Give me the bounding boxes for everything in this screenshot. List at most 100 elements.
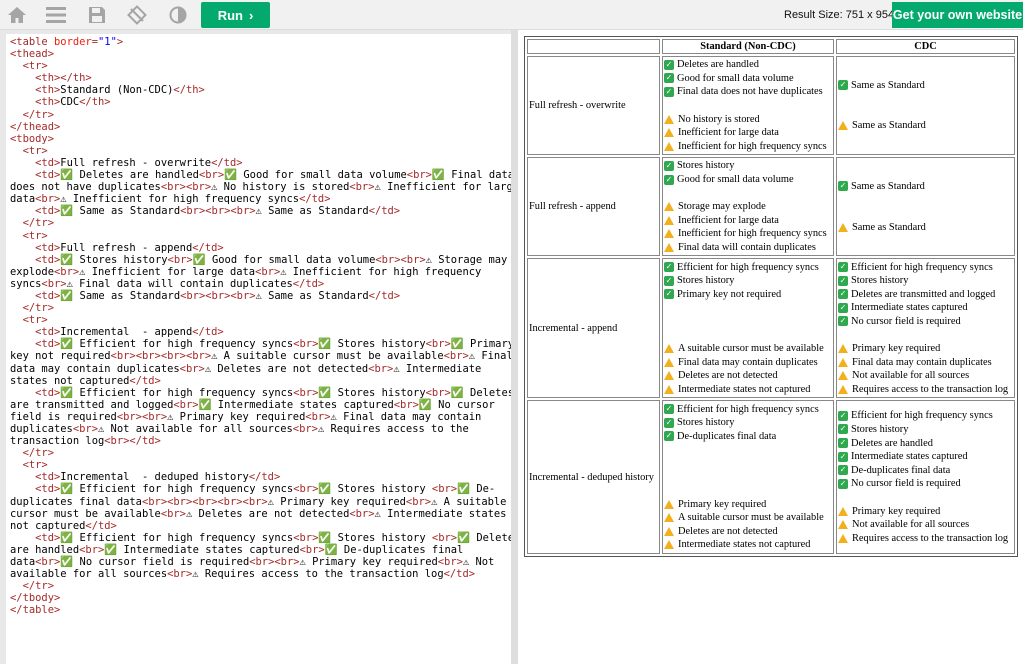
line-break [838,207,1013,221]
table-row: Incremental - deduped history ✓ Efficient … [527,400,1015,554]
warning-icon [838,357,848,367]
standard-cell: ✓ Efficient for high frequency syncs ✓ Stor… [662,400,834,554]
item-text: A suitable cursor must be available [678,343,824,355]
item-text: Inefficient for high frequency syncs [678,140,827,152]
warning-icon [664,215,674,225]
pro-item: ✓ Intermediate states captured [838,450,1013,464]
row-label: Full refresh - append [527,157,660,257]
item-text: Same as Standard [852,120,926,132]
con-item: Requires access to the transaction log [838,531,1013,545]
line-break [664,457,832,471]
item-text: Not available for all sources [852,370,970,382]
item-text: Deletes are transmitted and logged [851,288,996,300]
item-text: Intermediate states captured [851,451,968,463]
menu-icon[interactable] [45,5,67,25]
con-item: No history is stored [664,112,832,126]
toolbar: Run › Result Size: 751 x 954 Get your ow… [0,0,1023,30]
item-text: Efficient for high frequency syncs [677,261,819,273]
pro-item: ✓ De-duplicates final data [838,463,1013,477]
warning-icon [664,357,674,367]
cdc-cell: ✓ Efficient for high frequency syncs ✓ Stor… [836,400,1015,554]
con-item: Requires access to the transaction log [838,383,1013,397]
con-item: Primary key required [664,497,832,511]
item-text: Good for small data volume [677,72,794,84]
run-button[interactable]: Run › [201,2,270,28]
pro-item: ✓ Stores history [664,274,832,288]
item-text: Efficient for high frequency syncs [677,403,819,415]
item-text: Primary key required [852,343,941,355]
check-icon: ✓ [664,275,674,286]
code-editor[interactable]: <table border="1"> <thead> <tr> <th></th… [6,34,511,664]
item-text: Deletes are handled [677,59,759,71]
con-item: A suitable cursor must be available [664,342,832,356]
contrast-icon[interactable] [167,5,189,25]
check-icon: ✓ [664,431,674,442]
pro-item: ✓ Final data does not have duplicates [664,85,832,99]
warning-icon [664,499,674,509]
warning-icon [664,141,674,151]
warning-icon [838,344,848,354]
line-break [838,193,1013,207]
check-icon: ✓ [838,478,848,489]
pro-item: ✓ Deletes are transmitted and logged [838,288,1013,302]
line-break [664,443,832,457]
item-text: A suitable cursor must be available [678,512,824,524]
item-text: Stores history [677,275,735,287]
line-break [838,491,1013,505]
rotate-icon[interactable] [126,5,148,25]
pro-item: ✓ Good for small data volume [664,72,832,86]
code-text[interactable]: <table border="1"> <thead> <tr> <th></th… [10,36,511,617]
check-icon: ✓ [838,302,848,313]
item-text: Final data will contain duplicates [678,242,816,254]
con-item: Same as Standard [838,220,1013,234]
item-text: No cursor field is required [851,478,961,490]
check-icon: ✓ [664,417,674,428]
check-icon: ✓ [664,262,674,273]
item-text: Final data does not have duplicates [677,86,823,98]
warning-icon [838,533,848,543]
home-icon[interactable] [6,5,28,25]
pro-item: ✓ Deletes are handled [838,436,1013,450]
warning-icon [664,540,674,550]
table-row: Incremental - append ✓ Efficient for high … [527,258,1015,399]
con-item: Deletes are not detected [664,369,832,383]
pane-splitter[interactable] [511,30,518,664]
pro-item: ✓ Efficient for high frequency syncs [838,260,1013,274]
check-icon: ✓ [664,404,674,415]
run-label: Run [217,7,243,23]
item-text: Deletes are not detected [678,370,778,382]
pro-item: ✓ Primary key not required [664,288,832,302]
pro-item: ✓ Same as Standard [838,78,1013,92]
check-icon: ✓ [838,316,848,327]
chevron-right-icon: › [248,7,254,23]
check-icon: ✓ [838,410,848,421]
pro-item: ✓ Same as Standard [838,180,1013,194]
check-icon: ✓ [838,262,848,273]
check-icon: ✓ [838,289,848,300]
item-text: Same as Standard [852,221,926,233]
warning-icon [664,513,674,523]
line-break [664,470,832,484]
con-item: Inefficient for large data [664,126,832,140]
warning-icon [838,371,848,381]
pro-item: ✓ No cursor field is required [838,315,1013,329]
header-cdc: CDC [836,39,1015,54]
save-icon[interactable] [86,5,108,25]
standard-cell: ✓ Efficient for high frequency syncs ✓ Stor… [662,258,834,399]
pro-item: ✓ De-duplicates final data [664,429,832,443]
con-item: Storage may explode [664,200,832,214]
check-icon: ✓ [838,80,848,91]
con-item: Not available for all sources [838,369,1013,383]
item-text: Requires access to the transaction log [852,532,1009,544]
con-item: Final data may contain duplicates [664,355,832,369]
result-pane: Standard (Non-CDC) CDC Full refresh - ov… [518,30,1023,664]
warning-icon [664,344,674,354]
item-text: De-duplicates final data [677,430,777,442]
header-empty [527,39,660,54]
item-text: Deletes are not detected [678,525,778,537]
get-website-button[interactable]: Get your own website [892,2,1023,28]
warning-icon [664,229,674,239]
con-item: A suitable cursor must be available [664,511,832,525]
item-text: No cursor field is required [851,315,961,327]
result-size: Result Size: 751 x 954 [784,9,895,21]
